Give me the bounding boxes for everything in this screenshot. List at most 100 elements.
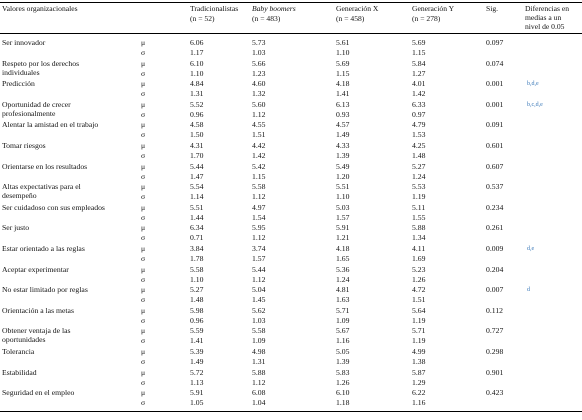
sig-value: 0.423 (486, 388, 504, 398)
sig-value: 0.298 (486, 347, 504, 356)
row-label: Oportunidad de crecer (2, 99, 71, 109)
sd-value: 1.18 (336, 398, 350, 408)
sd-value: 1.41 (190, 336, 204, 346)
row-label: Respeto por los derechos (2, 58, 80, 68)
sd-value: 1.53 (412, 130, 426, 140)
mean-value: 5.84 (412, 58, 426, 68)
sd-value: 1.09 (252, 336, 266, 346)
mu-symbol: μ (141, 223, 146, 233)
mu-symbol: μ (141, 38, 146, 47)
mean-value: 5.59 (190, 326, 204, 336)
sd-value: 1.03 (252, 48, 266, 57)
top-rule (0, 2, 582, 3)
sd-value: 1.26 (412, 274, 426, 284)
sigma-symbol: σ (141, 89, 146, 99)
sd-value: 1.12 (252, 274, 266, 284)
sd-value: 1.34 (412, 233, 426, 243)
sig-value: 0.001 (486, 99, 504, 109)
difference-note: d,e (527, 246, 535, 252)
row-label: Orientación a las metas (2, 305, 74, 315)
sd-value: 1.44 (190, 212, 204, 222)
difference-note: d (527, 287, 530, 294)
sd-value: 1.12 (252, 192, 266, 202)
mean-value: 5.11 (412, 202, 426, 212)
sigma-symbol: σ (141, 151, 146, 160)
mu-symbol: μ (141, 99, 146, 109)
mean-value: 5.51 (190, 202, 204, 212)
mean-value: 5.91 (190, 388, 204, 398)
mean-value: 5.51 (336, 182, 350, 192)
sd-value: 1.39 (336, 151, 350, 160)
mean-value: 6.10 (336, 388, 350, 398)
sd-value: 1.10 (336, 192, 350, 202)
row-label: Obtener ventaja de las (2, 326, 71, 336)
sigma-symbol: σ (141, 377, 146, 387)
mean-value: 4.58 (190, 120, 204, 130)
mean-value: 5.64 (412, 305, 426, 315)
mu-symbol: μ (141, 202, 146, 212)
mean-value: 5.71 (336, 305, 350, 315)
sd-value: 1.31 (252, 357, 266, 366)
sigma-symbol: σ (141, 336, 146, 346)
header-values: Valores organizacionales (2, 4, 78, 13)
sd-value: 1.27 (412, 68, 426, 78)
mu-symbol: μ (141, 182, 146, 192)
sd-value: 1.32 (252, 89, 266, 99)
mean-value: 5.61 (336, 38, 350, 47)
row-label: Ser cuidadoso con sus empleados (2, 202, 105, 212)
sd-value: 1.10 (190, 274, 204, 284)
header-diff-line-3: nivel de 0.05 (525, 22, 565, 31)
sd-value: 1.45 (252, 295, 266, 305)
sd-value: 1.26 (336, 377, 350, 387)
sig-value: 0.204 (486, 264, 504, 274)
sd-value: 1.15 (252, 171, 266, 181)
sd-value: 1.39 (336, 357, 350, 366)
sd-value: 1.38 (412, 357, 426, 366)
mu-symbol: μ (141, 120, 146, 130)
mu-symbol: μ (141, 388, 146, 398)
row-label: Ser innovador (2, 38, 46, 47)
mean-value: 5.95 (252, 223, 266, 233)
mean-value: 4.11 (412, 244, 426, 253)
sd-value: 1.12 (252, 109, 266, 119)
mean-value: 6.13 (336, 99, 350, 109)
sd-value: 1.21 (336, 233, 350, 243)
mean-value: 5.83 (336, 367, 350, 377)
sd-value: 1.50 (190, 130, 204, 140)
mean-value: 4.55 (252, 120, 266, 130)
sigma-symbol: σ (141, 254, 146, 263)
mean-value: 5.69 (336, 58, 350, 68)
sigma-symbol: σ (141, 48, 146, 57)
sd-value: 1.48 (190, 295, 204, 305)
header-generacion-y-n: (n = 278) (412, 14, 441, 23)
mu-symbol: μ (141, 244, 146, 253)
row-label: individuales (2, 67, 40, 77)
sd-value: 1.42 (252, 151, 266, 160)
mean-value: 4.01 (412, 79, 426, 89)
mean-value: 5.60 (252, 99, 266, 109)
sd-value: 1.15 (412, 48, 426, 57)
sigma-symbol: σ (141, 357, 146, 366)
row-label: No estar limitado por reglas (2, 285, 88, 295)
mean-value: 5.87 (412, 367, 426, 377)
sig-value: 0.097 (486, 38, 504, 47)
row-label: Altas expectativas para el (2, 182, 81, 192)
mean-value: 6.10 (190, 58, 204, 68)
mean-value: 4.98 (252, 347, 266, 356)
sigma-symbol: σ (141, 192, 146, 202)
row-label: profesionalmente (2, 108, 56, 118)
mean-value: 4.72 (412, 285, 426, 295)
mean-value: 5.58 (190, 264, 204, 274)
mean-value: 5.03 (336, 202, 350, 212)
header-tradicionalistas: Tradicionalistas (190, 4, 239, 13)
mean-value: 5.36 (336, 264, 350, 274)
sigma-symbol: σ (141, 233, 146, 243)
mean-value: 4.25 (412, 141, 426, 150)
mean-value: 5.05 (336, 347, 350, 356)
mean-value: 3.74 (252, 244, 266, 253)
sd-value: 1.19 (412, 336, 426, 346)
sd-value: 1.65 (336, 254, 350, 263)
mean-value: 5.04 (252, 285, 266, 295)
mu-symbol: μ (141, 264, 146, 274)
sd-value: 1.49 (336, 130, 350, 140)
